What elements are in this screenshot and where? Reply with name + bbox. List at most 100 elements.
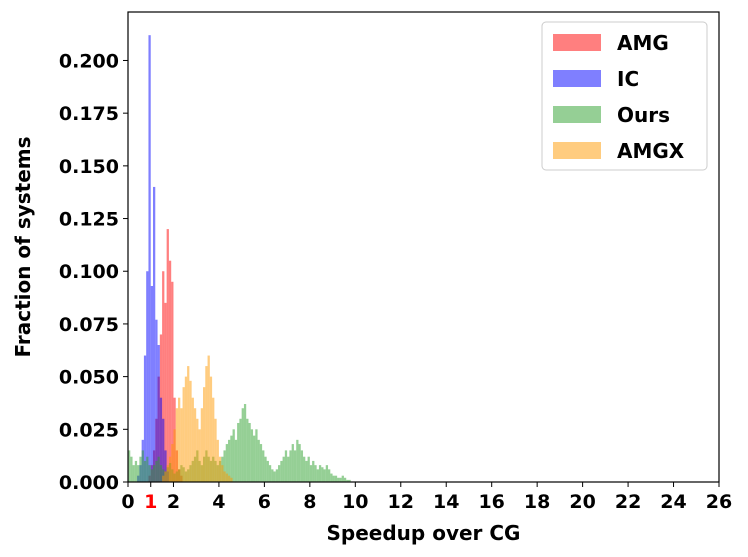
bar-ours-83 (316, 469, 319, 482)
bar-ours-80 (309, 465, 313, 482)
bar-amgx-27 (223, 471, 226, 482)
bar-ours-10 (150, 469, 153, 482)
bar-ic-8 (155, 319, 158, 482)
bar-ours-71 (289, 450, 292, 482)
bar-ours-8 (146, 456, 149, 482)
bar-ours-64 (273, 471, 276, 482)
legend-label-ours: Ours (617, 103, 670, 127)
bar-ours-68 (282, 456, 285, 482)
bar-ours-14 (159, 465, 163, 482)
bar-ours-72 (291, 444, 294, 482)
bar-amg-8 (166, 229, 169, 482)
bar-ours-93 (339, 477, 342, 482)
bar-ours-0 (128, 450, 131, 482)
legend: AMG IC Ours AMGX (541, 21, 708, 171)
bar-amgx-29 (228, 475, 231, 482)
x-tick-label: 24 (660, 491, 686, 513)
x-tick-label: 0 (121, 491, 134, 513)
bar-ours-50 (241, 408, 244, 482)
y-tick-label: 0.075 (59, 314, 119, 336)
bar-ours-61 (266, 460, 269, 482)
y-tick-label: 0.000 (59, 472, 119, 494)
x-tick-label: 12 (388, 491, 414, 513)
bar-amgx-25 (218, 456, 222, 482)
bar-ours-4 (137, 465, 140, 482)
bar-ours-66 (278, 465, 281, 482)
bar-ours-65 (275, 469, 279, 482)
bar-ours-3 (134, 460, 138, 482)
bar-ours-5 (139, 456, 142, 482)
x-tick-label: 6 (258, 491, 271, 513)
x-tick-label: 26 (706, 491, 732, 513)
bar-ours-88 (328, 469, 331, 482)
legend-swatch-ic (553, 70, 601, 87)
bar-ic-10 (159, 397, 163, 482)
histogram-bars (128, 35, 351, 483)
bar-amgx-20 (207, 355, 210, 482)
y-tick-label: 0.025 (59, 419, 119, 441)
bar-ours-74 (296, 439, 299, 482)
x-tick-label-highlight: 1 (144, 491, 157, 513)
x-tick-label: 4 (212, 491, 225, 513)
bar-ours-85 (321, 467, 324, 482)
bar-ours-82 (314, 465, 317, 482)
bar-amgx-17 (200, 408, 204, 482)
bar-ours-75 (298, 444, 301, 482)
x-tick-label: 2 (167, 491, 180, 513)
bar-ours-42 (223, 450, 226, 482)
bar-ours-1 (130, 456, 133, 482)
bar-ic-11 (162, 418, 165, 482)
bar-ic-12 (164, 450, 167, 482)
bar-amgx-11 (187, 366, 190, 482)
bar-ours-12 (155, 460, 158, 482)
bar-ours-47 (234, 439, 238, 482)
bar-amgx-6 (175, 408, 178, 482)
bar-ic-7 (153, 186, 156, 482)
bar-ours-44 (228, 439, 231, 482)
y-tick-label: 0.200 (59, 50, 119, 72)
bar-ours-11 (153, 465, 156, 482)
bar-amgx-21 (209, 376, 213, 482)
bar-ours-67 (280, 460, 283, 482)
y-tick-label: 0.175 (59, 103, 119, 125)
bar-amgx-0 (162, 475, 165, 482)
bar-ours-63 (271, 469, 274, 482)
bar-ours-77 (303, 456, 306, 482)
bar-ours-78 (305, 460, 308, 482)
legend-swatch-amg (553, 34, 601, 51)
bar-amgx-26 (221, 465, 224, 482)
bar-amg-9 (168, 260, 172, 482)
y-tick-label: 0.125 (59, 209, 119, 231)
bar-ours-97 (348, 479, 351, 482)
x-tick-label: 18 (524, 491, 550, 513)
bar-amgx-13 (191, 397, 194, 482)
bar-ours-89 (330, 473, 333, 482)
bar-ours-86 (323, 469, 326, 482)
bar-ours-94 (341, 475, 344, 482)
bar-ours-13 (157, 456, 160, 482)
bar-amgx-30 (230, 477, 233, 482)
bar-amgx-2 (166, 465, 169, 482)
bar-amgx-18 (203, 387, 206, 482)
bar-ours-70 (287, 456, 290, 482)
bar-amgx-14 (193, 408, 197, 482)
bar-ic-9 (157, 345, 160, 482)
bar-ours-15 (162, 469, 165, 482)
legend-label-amgx: AMGX (617, 139, 685, 163)
y-tick-label: 0.050 (59, 367, 119, 389)
bar-ours-6 (141, 450, 144, 482)
x-axis-title: Speedup over CG (327, 521, 521, 545)
legend-label-ic: IC (617, 67, 639, 91)
bar-ours-87 (325, 465, 329, 482)
bar-amgx-4 (171, 444, 174, 482)
y-axis-ticks: 0.000 0.025 0.050 0.075 0.100 0.125 0.150 0.175… (59, 50, 128, 494)
bar-amgx-5 (173, 429, 176, 482)
bar-ours-51 (243, 404, 247, 482)
y-tick-label: 0.100 (59, 261, 119, 283)
bar-ours-49 (239, 418, 242, 482)
bar-ours-45 (230, 435, 233, 482)
bar-amgx-22 (212, 397, 215, 482)
bar-ours-79 (307, 456, 310, 482)
bar-amgx-3 (168, 456, 172, 482)
